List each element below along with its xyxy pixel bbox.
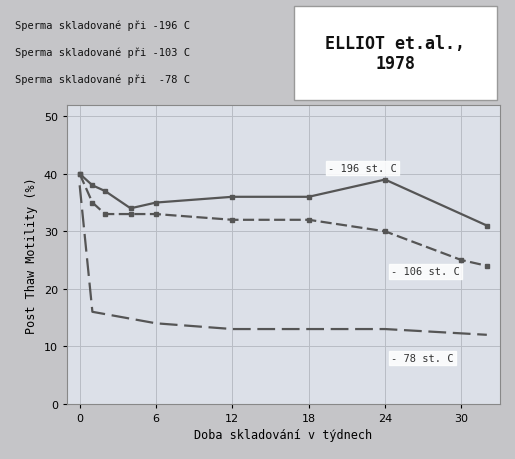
Text: Sperma skladované při -103 C: Sperma skladované při -103 C [15,47,191,58]
Text: ELLIOT et.al.,
1978: ELLIOT et.al., 1978 [325,34,465,73]
Y-axis label: Post Thaw Motility (%): Post Thaw Motility (%) [25,177,38,333]
Text: - 78 st. C: - 78 st. C [391,353,454,363]
Text: - 196 st. C: - 196 st. C [328,163,397,174]
X-axis label: Doba skladování v týdnech: Doba skladování v týdnech [194,428,372,442]
Text: - 106 st. C: - 106 st. C [391,267,460,277]
Text: Sperma skladované při  -78 C: Sperma skladované při -78 C [15,74,191,84]
Text: Sperma skladované při -196 C: Sperma skladované při -196 C [15,21,191,31]
